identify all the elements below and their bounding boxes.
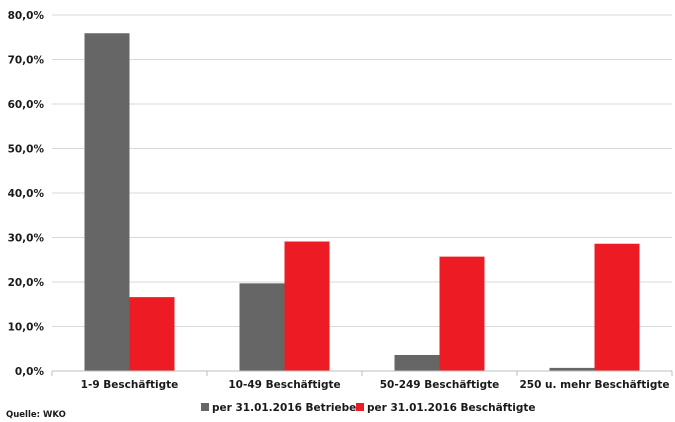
bar-beschaeftigte-1 bbox=[285, 242, 330, 371]
y-tick-label: 80,0% bbox=[8, 10, 45, 22]
y-tick-label: 60,0% bbox=[8, 99, 45, 111]
legend-swatch-betriebe bbox=[201, 403, 209, 411]
legend-label-betriebe: per 31.01.2016 Betriebe bbox=[212, 402, 356, 414]
source-note: Quelle: WKO bbox=[6, 410, 66, 420]
legend: per 31.01.2016 Betriebe per 31.01.2016 Be… bbox=[201, 402, 536, 414]
y-axis-tick-labels: 0,0% 10,0% 20,0% 30,0% 40,0% 50,0% 60,0% 70,0% 8… bbox=[8, 10, 45, 378]
x-category-label: 250 u. mehr Beschäftigte bbox=[519, 379, 669, 391]
x-axis bbox=[52, 371, 672, 376]
y-tick-label: 50,0% bbox=[8, 144, 45, 156]
y-tick-label: 30,0% bbox=[8, 233, 45, 245]
gridlines bbox=[52, 15, 672, 327]
bar-betriebe-0 bbox=[85, 33, 130, 371]
x-axis-category-labels: 1-9 Beschäftigte 10-49 Beschäftigte 50-249… bbox=[81, 379, 670, 391]
bar-betriebe-2 bbox=[395, 355, 440, 371]
x-category-label: 10-49 Beschäftigte bbox=[228, 379, 340, 391]
y-tick-label: 40,0% bbox=[8, 188, 45, 200]
x-category-label: 50-249 Beschäftigte bbox=[380, 379, 500, 391]
bar-betriebe-1 bbox=[240, 283, 285, 371]
bar-beschaeftigte-0 bbox=[130, 297, 175, 371]
legend-label-beschaeftigte: per 31.01.2016 Beschäftigte bbox=[367, 402, 536, 414]
y-tick-label: 20,0% bbox=[8, 277, 45, 289]
legend-swatch-beschaeftigte bbox=[356, 403, 364, 411]
bars bbox=[85, 33, 640, 371]
y-tick-label: 70,0% bbox=[8, 55, 45, 67]
y-tick-label: 10,0% bbox=[8, 322, 45, 334]
bar-beschaeftigte-2 bbox=[440, 257, 485, 371]
x-category-label: 1-9 Beschäftigte bbox=[81, 379, 179, 391]
y-tick-label: 0,0% bbox=[15, 366, 45, 378]
bar-beschaeftigte-3 bbox=[595, 244, 640, 371]
